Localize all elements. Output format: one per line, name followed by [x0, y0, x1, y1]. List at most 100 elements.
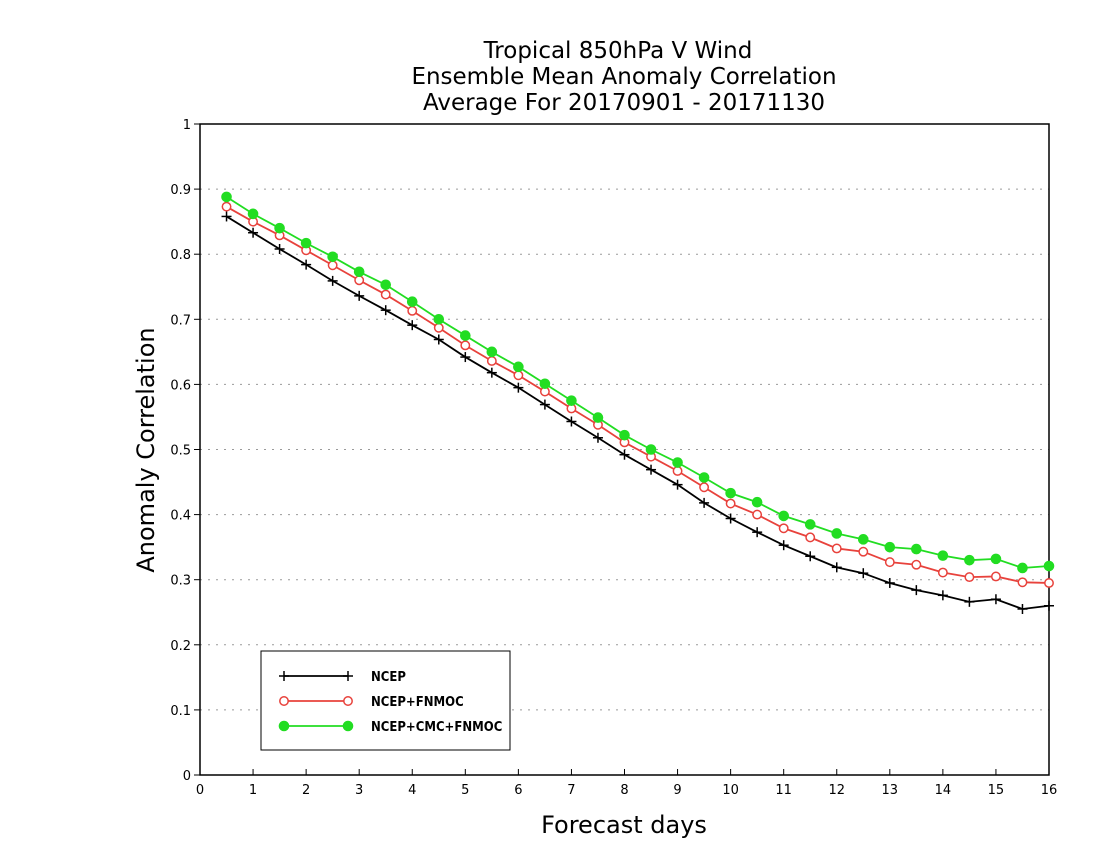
y-tick-label-10: 1	[183, 118, 191, 133]
point-0-26	[911, 585, 922, 596]
grid-lines	[200, 188, 1049, 711]
series-1	[221, 201, 1054, 588]
y-tick-label-1: 0.1	[170, 704, 191, 719]
point-0-16	[646, 464, 657, 475]
point-0-24	[858, 568, 869, 579]
point-2-8	[433, 314, 445, 325]
point-0-3	[301, 259, 312, 270]
point-1-19	[725, 498, 736, 509]
x-tick-label-16: 16	[1041, 783, 1058, 798]
legend-item-2: NCEP+CMC+FNMOC	[278, 720, 502, 735]
point-0-9	[460, 352, 471, 363]
point-1-21	[778, 523, 789, 534]
point-2-29	[990, 553, 1002, 565]
y-tick-label-2: 0.2	[170, 639, 191, 654]
legend-label-1: NCEP+FNMOC	[371, 695, 464, 710]
x-tick-label-8: 8	[620, 783, 628, 798]
chart-title-line-3: Average For 20170901 - 20171130	[423, 90, 825, 116]
chart-title: Tropical 850hPa V Wind Ensemble Mean Ano…	[411, 38, 836, 116]
legend-marker-start-2	[278, 720, 290, 732]
point-2-19	[725, 487, 736, 499]
series-line-1	[226, 205, 1050, 584]
point-0-5	[354, 290, 365, 301]
legend-label-2: NCEP+CMC+FNMOC	[371, 720, 502, 735]
point-1-27	[937, 567, 948, 578]
legend-marker-end-0	[343, 671, 353, 681]
point-0-1	[248, 227, 259, 238]
point-0-0	[221, 211, 232, 222]
x-tick-label-13: 13	[882, 783, 899, 798]
point-2-3	[300, 237, 312, 249]
legend-marker-end-2	[342, 720, 354, 732]
point-2-24	[857, 534, 869, 545]
chart-title-line-2: Ensemble Mean Anomaly Correlation	[411, 64, 836, 90]
series-line-0	[226, 215, 1050, 610]
point-0-28	[964, 596, 975, 607]
y-axis: 0 0.1 0.2 0.3 0.4 0.5 0.6 0.7 0.8 0.9 1	[170, 118, 200, 784]
point-1-5	[354, 275, 365, 286]
point-0-20	[752, 527, 763, 538]
point-2-4	[327, 251, 338, 263]
y-tick-label-4: 0.4	[170, 509, 191, 524]
series-2	[221, 191, 1055, 574]
x-tick-label-5: 5	[461, 783, 469, 798]
point-0-12	[539, 399, 550, 410]
x-tick-label-10: 10	[722, 783, 739, 798]
point-1-17	[672, 466, 683, 476]
y-axis-label: Anomaly Correlation	[132, 327, 160, 572]
point-0-7	[407, 320, 418, 331]
x-tick-label-2: 2	[302, 783, 310, 798]
point-1-10	[486, 356, 497, 366]
point-2-5	[353, 266, 365, 278]
point-2-14	[592, 412, 604, 423]
legend-marker-end-1	[343, 696, 353, 706]
point-2-31	[1043, 560, 1055, 572]
point-0-14	[592, 432, 603, 443]
point-0-8	[433, 334, 444, 345]
series-0	[221, 211, 1054, 614]
point-2-30	[1017, 562, 1028, 574]
point-1-29	[990, 571, 1001, 582]
y-tick-label-5: 0.5	[170, 444, 191, 459]
series-group	[221, 191, 1055, 614]
legend-item-1: NCEP+FNMOC	[279, 695, 464, 710]
point-0-6	[380, 305, 391, 316]
point-0-10	[486, 367, 497, 378]
legend-marker-start-0	[279, 671, 289, 681]
legend: NCEP NCEP+FNMOC NCEP+CMC+FNMOC	[260, 650, 511, 751]
point-1-4	[327, 260, 338, 271]
point-1-7	[407, 305, 418, 316]
x-tick-label-7: 7	[567, 783, 575, 798]
x-tick-label-0: 0	[196, 783, 204, 798]
point-2-12	[539, 378, 551, 390]
point-1-20	[752, 509, 763, 520]
point-0-18	[699, 497, 710, 508]
point-0-29	[990, 594, 1001, 605]
point-2-2	[274, 222, 285, 234]
x-tick-label-14: 14	[935, 783, 952, 798]
y-tick-label-6: 0.6	[170, 378, 191, 393]
point-1-18	[699, 482, 710, 493]
point-1-22	[805, 532, 816, 543]
point-2-1	[247, 208, 259, 220]
y-tick-label-7: 0.7	[170, 313, 191, 328]
x-tick-label-9: 9	[673, 783, 681, 798]
point-2-0	[221, 191, 232, 203]
point-0-2	[274, 243, 285, 254]
point-2-9	[460, 330, 471, 341]
point-0-27	[937, 590, 948, 601]
y-tick-label-0: 0	[183, 769, 191, 784]
point-2-27	[937, 550, 949, 561]
point-0-25	[884, 577, 895, 588]
point-1-24	[858, 546, 869, 557]
point-0-11	[513, 382, 524, 393]
point-2-20	[751, 496, 763, 508]
point-1-6	[380, 289, 391, 300]
legend-label-0: NCEP	[371, 670, 406, 685]
point-2-15	[619, 429, 630, 441]
point-0-30	[1017, 603, 1028, 614]
x-tick-label-4: 4	[408, 783, 416, 798]
point-1-9	[460, 340, 471, 351]
point-0-21	[778, 540, 789, 551]
